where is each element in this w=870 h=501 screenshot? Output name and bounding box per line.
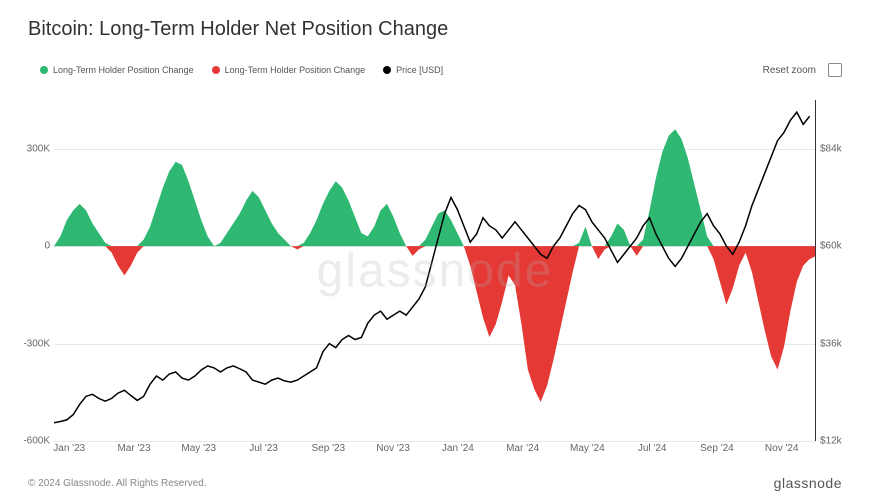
price-line: [54, 112, 810, 423]
legend: Long-Term Holder Position Change Long-Te…: [0, 41, 870, 85]
legend-swatch-positive: [40, 66, 48, 74]
chart-svg: [54, 100, 816, 441]
legend-item-negative: Long-Term Holder Position Change: [212, 65, 366, 75]
positive-area: [54, 129, 816, 246]
legend-label-positive: Long-Term Holder Position Change: [53, 65, 194, 75]
chart-plot-area: glassnode: [54, 100, 816, 441]
legend-swatch-negative: [212, 66, 220, 74]
x-tick-label: May '24: [570, 443, 605, 454]
y-right-tick-label: $84k: [820, 143, 866, 154]
y-axis-right: $12k$36k$60k$84k: [820, 100, 866, 441]
x-tick-label: Mar '24: [506, 443, 539, 454]
x-axis: Jan '23 Mar '23 May '23 Jul '23 Sep '23 Nov '…: [54, 443, 816, 461]
brand-logo: glassnode: [774, 475, 842, 491]
reset-zoom-button[interactable]: Reset zoom: [763, 65, 816, 76]
negative-area: [54, 246, 816, 402]
gridline: [54, 441, 816, 442]
y-left-tick-label: -600K: [4, 436, 50, 447]
y-axis-left: -600K-300K0300K: [4, 100, 50, 441]
y-right-tick-label: $12k: [820, 436, 866, 447]
x-tick-label: Jul '24: [638, 443, 667, 454]
camera-icon[interactable]: [828, 63, 842, 77]
copyright-text: © 2024 Glassnode. All Rights Reserved.: [28, 478, 207, 489]
x-tick-label: May '23: [181, 443, 216, 454]
x-tick-label: Jan '23: [53, 443, 85, 454]
x-tick-label: Mar '23: [117, 443, 150, 454]
x-tick-label: Sep '23: [312, 443, 346, 454]
y-left-tick-label: 0: [4, 241, 50, 252]
footer: © 2024 Glassnode. All Rights Reserved. g…: [28, 475, 842, 491]
legend-item-positive: Long-Term Holder Position Change: [40, 65, 194, 75]
y-right-tick-label: $36k: [820, 338, 866, 349]
y-right-tick-label: $60k: [820, 241, 866, 252]
x-tick-label: Jul '23: [249, 443, 278, 454]
y-left-tick-label: 300K: [4, 143, 50, 154]
legend-label-price: Price [USD]: [396, 65, 443, 75]
chart-title: Bitcoin: Long-Term Holder Net Position C…: [0, 0, 870, 41]
legend-item-price: Price [USD]: [383, 65, 443, 75]
x-tick-label: Sep '24: [700, 443, 734, 454]
y-left-tick-label: -300K: [4, 338, 50, 349]
x-tick-label: Jan '24: [442, 443, 474, 454]
legend-swatch-price: [383, 66, 391, 74]
x-tick-label: Nov '23: [376, 443, 410, 454]
legend-label-negative: Long-Term Holder Position Change: [225, 65, 366, 75]
x-tick-label: Nov '24: [765, 443, 799, 454]
